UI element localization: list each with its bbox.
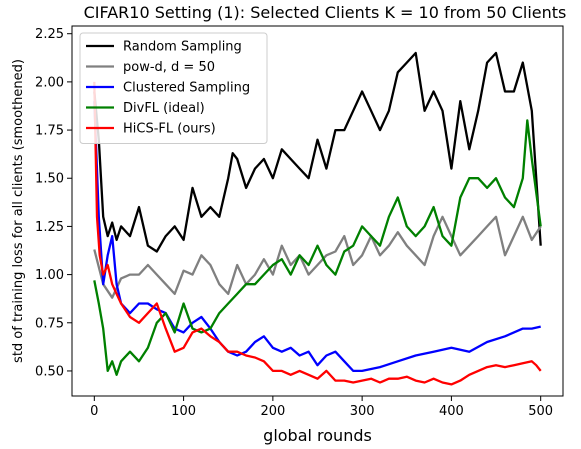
y-tick-label: 2.00	[35, 75, 64, 90]
y-tick-label: 0.75	[35, 316, 64, 331]
x-tick-label: 400	[439, 404, 464, 419]
legend-label: Random Sampling	[123, 40, 242, 55]
y-tick-label: 1.50	[35, 172, 64, 187]
series-line-1	[93, 215, 542, 299]
series-line-3	[93, 119, 542, 376]
x-tick-label: 300	[350, 404, 375, 419]
y-tick-label: 1.25	[35, 220, 64, 235]
y-tick-label: 1.75	[35, 124, 64, 139]
axes-frame	[71, 25, 564, 397]
y-tick-label: 0.50	[35, 364, 64, 379]
legend-label: HiCS-FL (ours)	[123, 122, 216, 137]
y-tick-label: 2.25	[35, 27, 64, 42]
y-axis-label: std of training loss for all clients (sm…	[11, 59, 26, 363]
legend-label: DivFL (ideal)	[123, 101, 205, 116]
x-tick-label: 200	[260, 404, 285, 419]
legend-label: Clustered Sampling	[123, 81, 250, 96]
series-lines	[93, 51, 542, 386]
series-line-0	[93, 51, 542, 253]
legend: Random Sampling pow-d, d = 50 Clustered Sa…	[79, 32, 268, 144]
x-tick-label: 500	[528, 404, 553, 419]
x-tick-label: 0	[90, 404, 98, 419]
plot-area: 0 100 200 300 400 500 0.50 0.75 1.00 1.25 1.50 1.75…	[35, 25, 564, 419]
chart-title: CIFAR10 Setting (1): Selected Clients K …	[84, 3, 567, 22]
y-tick-label: 1.00	[35, 268, 64, 283]
legend-label: pow-d, d = 50	[123, 60, 215, 75]
x-tick-label: 100	[171, 404, 196, 419]
x-axis-label: global rounds	[263, 426, 372, 445]
legend-box	[79, 32, 268, 144]
series-line-2	[93, 101, 541, 373]
series-line-4	[93, 81, 542, 386]
